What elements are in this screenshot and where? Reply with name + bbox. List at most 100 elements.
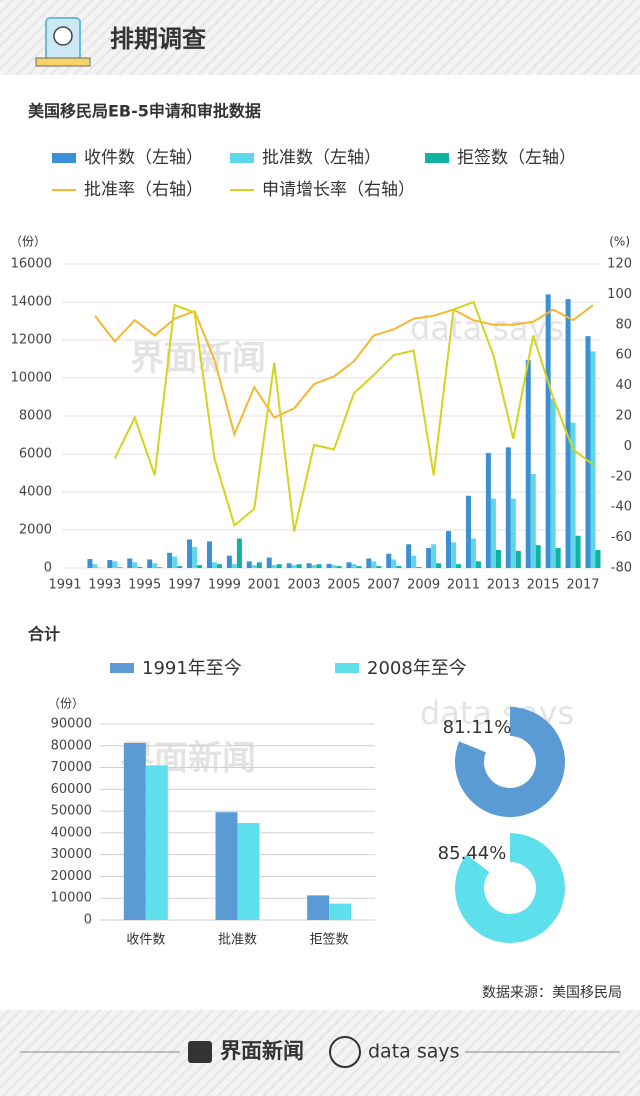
bar — [535, 545, 541, 568]
bar — [206, 541, 212, 568]
legend-label: 1991年至今 — [142, 658, 242, 679]
bar — [575, 535, 581, 568]
y-tick-label: 60000 — [51, 782, 92, 797]
x-tick-label: 2007 — [367, 578, 400, 593]
x-tick-label: 2009 — [407, 578, 440, 593]
legend-label: 2008年至今 — [367, 658, 467, 679]
brand-icon — [188, 1041, 212, 1063]
y2-tick-label: 80 — [615, 317, 632, 332]
y-axis-label: （份） — [10, 235, 46, 249]
bar — [456, 564, 462, 568]
watermark-text: data says — [410, 309, 564, 347]
bar — [256, 562, 262, 568]
bar — [187, 539, 193, 568]
bar — [505, 447, 511, 568]
x-tick-label: 1997 — [168, 578, 201, 593]
legend-swatch — [52, 153, 76, 163]
donut-label: 85.44% — [438, 843, 507, 864]
tagline-icon — [329, 1036, 361, 1068]
bar — [192, 547, 198, 568]
bar — [411, 555, 417, 568]
bar — [590, 351, 596, 568]
bar — [197, 565, 203, 568]
bar — [286, 563, 292, 568]
x-tick-label: 收件数 — [126, 933, 165, 948]
y-tick-label: 20000 — [51, 869, 92, 884]
y-tick-label: 80000 — [51, 738, 92, 753]
bar — [271, 565, 277, 568]
bar — [112, 561, 118, 568]
donut-segment — [454, 707, 565, 818]
bar — [231, 564, 237, 568]
y-tick-label: 40000 — [51, 825, 92, 840]
legend-label: 批准率（右轴） — [84, 180, 203, 200]
y2-tick-label: 60 — [615, 348, 632, 363]
bar — [585, 336, 591, 568]
bar — [246, 561, 252, 568]
chart-title: 美国移民局EB-5申请和审批数据 — [28, 102, 261, 121]
bar — [525, 359, 531, 568]
y-tick-label: 6000 — [19, 447, 52, 462]
y2-tick-label: -80 — [611, 561, 632, 576]
bar — [386, 553, 392, 568]
y2-tick-label: -20 — [611, 469, 632, 484]
y-tick-label: 16000 — [11, 257, 52, 272]
y2-tick-label: 100 — [607, 287, 632, 302]
bar — [416, 567, 422, 568]
donut-label: 81.11% — [443, 717, 512, 738]
bar — [215, 812, 238, 920]
y-tick-label: 10000 — [51, 891, 92, 906]
x-tick-label: 1999 — [208, 578, 241, 593]
bar — [177, 566, 183, 568]
y-tick-label: 0 — [84, 913, 92, 928]
x-tick-label: 2013 — [487, 578, 520, 593]
bar — [167, 552, 173, 568]
legend-label: 收件数（左轴） — [84, 148, 203, 168]
bar — [226, 555, 232, 568]
x-tick-label: 批准数 — [218, 933, 257, 948]
line — [113, 300, 594, 532]
bar — [276, 564, 282, 568]
bar — [137, 566, 143, 568]
bar — [431, 544, 437, 568]
footer-brand: 界面新闻 — [220, 1039, 304, 1063]
legend-swatch — [230, 153, 254, 163]
bar — [371, 561, 377, 568]
bar — [351, 564, 357, 568]
bar — [565, 299, 571, 568]
bar — [550, 398, 556, 568]
bar — [329, 903, 352, 920]
header-title: 排期调查 — [110, 25, 206, 53]
bar — [555, 548, 561, 568]
bar — [436, 563, 442, 568]
bar — [147, 559, 153, 568]
bar — [515, 550, 521, 568]
legend-label: 拒签数（左轴） — [457, 148, 576, 168]
header-bg — [0, 0, 640, 75]
x-tick-label: 1995 — [128, 578, 161, 593]
legend-label: 批准数（左轴） — [262, 148, 381, 168]
x-tick-label: 拒签数 — [310, 932, 349, 948]
bar — [485, 453, 491, 568]
bar — [132, 562, 138, 568]
legend-swatch — [425, 153, 449, 163]
bar — [157, 567, 163, 568]
bar — [172, 556, 178, 568]
bar — [251, 565, 257, 568]
y-tick-label: 8000 — [19, 409, 52, 424]
bar — [336, 566, 342, 568]
y-tick-label: 30000 — [51, 847, 92, 862]
bar — [475, 561, 481, 568]
bar — [331, 565, 337, 568]
legend-label: 申请增长率（右轴） — [262, 180, 415, 200]
bar — [117, 567, 123, 568]
bar — [490, 498, 496, 568]
y-tick-label: 10000 — [11, 371, 52, 386]
y-tick-label: 90000 — [51, 717, 92, 732]
bar — [127, 558, 133, 568]
bar — [376, 566, 382, 568]
y2-tick-label: 120 — [607, 257, 632, 272]
bar — [406, 544, 412, 568]
bar — [326, 563, 332, 568]
